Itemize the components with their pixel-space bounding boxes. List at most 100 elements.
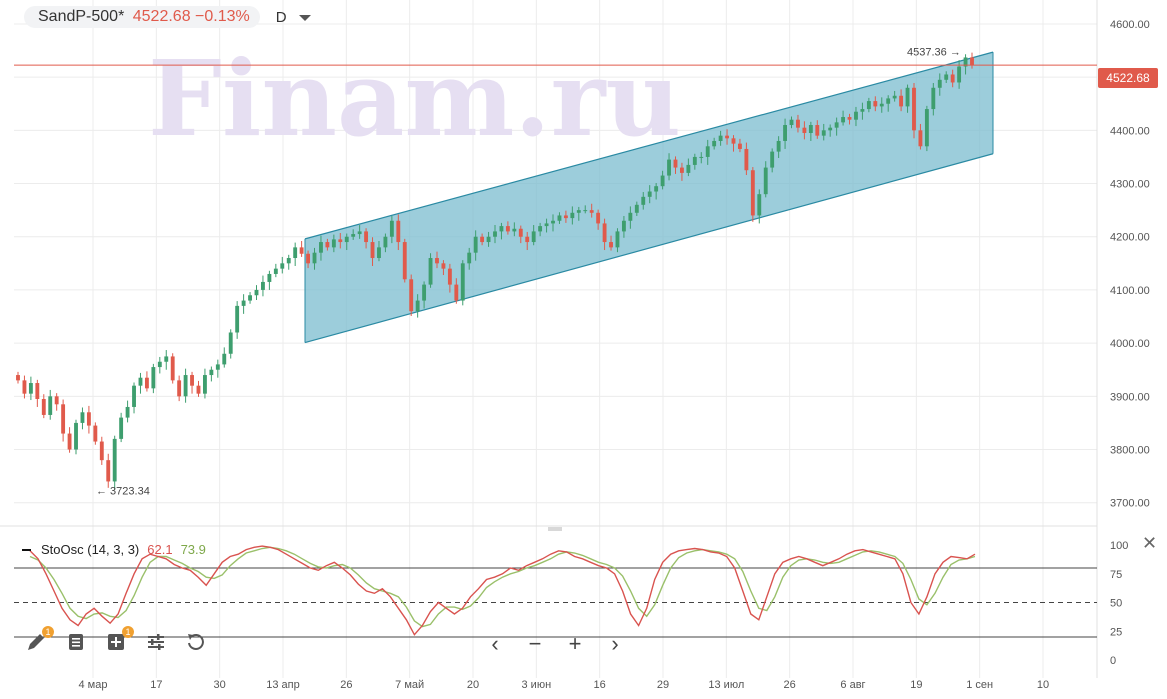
candle-body — [589, 210, 594, 213]
date-tick-label: 30 — [214, 679, 226, 691]
candle-body — [828, 127, 833, 131]
candle-body — [202, 375, 207, 394]
draw-tool-button[interactable]: 1 — [22, 626, 54, 656]
oscillator-k-value: 62.1 — [147, 542, 173, 557]
candle-body — [602, 223, 607, 243]
oscillator-name: StoOsc (14, 3, 3) — [41, 542, 140, 557]
candle-body — [132, 385, 136, 407]
candle-body — [879, 103, 884, 107]
candle-body — [892, 95, 897, 99]
candle-body — [518, 228, 523, 237]
candle-body — [325, 242, 330, 248]
draw-tool-badge: 1 — [42, 626, 54, 638]
candle-body — [480, 236, 485, 243]
symbol-selector[interactable]: SandP-500* 4522.68 −0.13% — [24, 6, 260, 28]
candle-body — [467, 252, 472, 264]
price-tick-label: 3800.00 — [1110, 445, 1150, 457]
candle-body — [705, 146, 710, 157]
date-tick-label: 26 — [340, 679, 352, 691]
candle-body — [428, 258, 433, 285]
pencil-icon — [28, 634, 44, 650]
candle-body — [866, 101, 871, 110]
navigation-controls: ‹ − + › — [480, 630, 630, 658]
candle-body — [628, 212, 633, 221]
candle-body — [899, 95, 904, 107]
candle-body — [28, 383, 33, 394]
date-tick-label: 16 — [594, 679, 606, 691]
add-indicator-button[interactable]: 1 — [102, 626, 134, 656]
scroll-left-button[interactable]: ‹ — [491, 631, 499, 656]
chevron-down-icon[interactable] — [298, 15, 311, 21]
candle-body — [460, 263, 465, 301]
objects-list-button[interactable] — [62, 628, 90, 656]
candle-body — [647, 191, 652, 197]
drawing-toolbar: 1 1 — [22, 626, 210, 656]
date-tick-label: 26 — [784, 679, 796, 691]
candle-body — [512, 228, 517, 232]
candle-body — [35, 383, 40, 399]
candle-body — [770, 151, 775, 168]
timeframe-label[interactable]: D — [275, 8, 287, 26]
candle-body — [441, 263, 446, 269]
reset-button[interactable] — [182, 628, 210, 656]
candle-body — [667, 159, 671, 176]
candle-body — [125, 406, 130, 418]
candle-body — [963, 57, 968, 67]
candle-body — [860, 109, 865, 112]
candle-body — [435, 258, 439, 264]
candle-body — [918, 130, 923, 147]
candle-body — [261, 281, 265, 290]
candle-body — [338, 239, 343, 243]
date-tick-label: 19 — [910, 679, 922, 691]
candle-body — [267, 273, 272, 282]
candle-body — [854, 111, 858, 120]
close-icon[interactable]: ✕ — [1142, 533, 1158, 553]
price-tick-label: 4600.00 — [1110, 19, 1150, 31]
candle-body — [660, 175, 665, 187]
candle-body — [248, 295, 252, 301]
candle-body — [924, 109, 929, 147]
candle-body — [351, 234, 356, 237]
max-price-annotation: 4537.36 → — [907, 46, 961, 58]
candle-body — [834, 122, 839, 128]
candle-body — [776, 140, 781, 152]
osc-tick-label: 50 — [1110, 598, 1122, 610]
date-tick-label: 13 июл — [708, 679, 744, 691]
candle-body — [48, 396, 53, 415]
candle-body — [763, 167, 768, 195]
osc-tick-label: 75 — [1110, 569, 1122, 581]
candle-body — [164, 356, 169, 362]
oscillator-legend: StoOsc (14, 3, 3) 62.1 73.9 — [22, 542, 206, 557]
candle-body — [228, 332, 233, 354]
candle-body — [957, 66, 962, 83]
candle-body — [22, 380, 27, 394]
settings-button[interactable] — [142, 628, 170, 656]
osc-tick-label: 100 — [1110, 540, 1128, 552]
candle-body — [473, 236, 478, 253]
candle-body — [699, 156, 704, 158]
candle-body — [505, 226, 510, 232]
candle-body — [634, 204, 639, 213]
candle-body — [718, 135, 723, 141]
candle-body — [306, 253, 311, 264]
candle-body — [886, 98, 891, 104]
legend-line-icon — [22, 548, 31, 551]
osc-tick-label: 25 — [1110, 626, 1122, 638]
candle-body — [821, 130, 826, 136]
zoom-in-button[interactable]: + — [568, 631, 582, 656]
candle-body — [802, 127, 807, 133]
scroll-right-button[interactable]: › — [611, 631, 619, 656]
zoom-out-button[interactable]: − — [528, 631, 542, 656]
date-tick-label: 13 апр — [266, 679, 299, 691]
oscillator-d-value: 73.9 — [180, 542, 206, 557]
sliders-icon — [148, 634, 164, 650]
candle-body — [235, 305, 240, 333]
candle-body — [970, 57, 974, 66]
candle-body — [950, 74, 955, 83]
candle-body — [86, 412, 91, 426]
candle-body — [389, 220, 394, 237]
candle-body — [254, 289, 259, 296]
candle-body — [280, 263, 285, 269]
candle-body — [377, 247, 381, 259]
